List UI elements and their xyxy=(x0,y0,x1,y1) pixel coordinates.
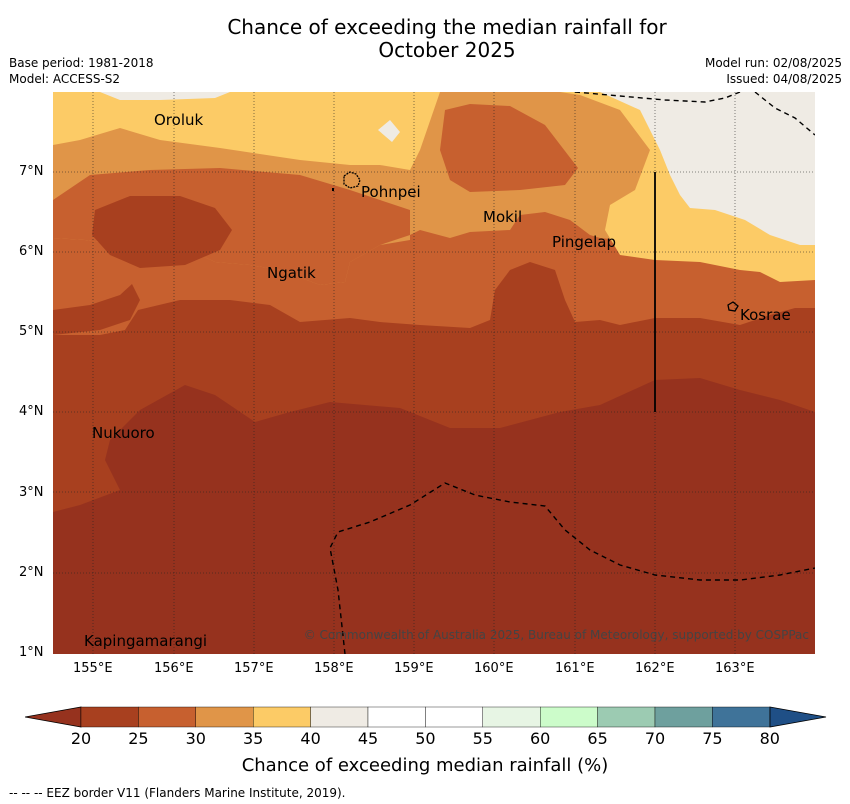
kosrae-island xyxy=(727,301,739,312)
x-tick: 158°E xyxy=(314,661,354,676)
issued-date: Issued: 04/08/2025 xyxy=(726,72,842,86)
rainfall-map xyxy=(53,92,815,654)
colorbar-tick-label: 35 xyxy=(243,729,264,748)
base-period: Base period: 1981-2018 xyxy=(9,56,154,70)
map-title-line2: October 2025 xyxy=(378,38,516,62)
label-mokil: Mokil xyxy=(483,208,523,226)
colorbar-cell xyxy=(80,706,139,728)
model-run: Model run: 02/08/2025 xyxy=(704,56,842,70)
label-oroluk: Oroluk xyxy=(154,111,204,129)
colorbar-tick-label: 75 xyxy=(702,729,723,748)
colorbar-cell xyxy=(367,706,426,728)
graticule xyxy=(53,92,815,654)
colorbar-cell xyxy=(597,706,656,728)
zone-20-25-left-strip xyxy=(53,284,140,335)
label-kosrae: Kosrae xyxy=(740,306,791,324)
colorbar-tick-label: 30 xyxy=(185,729,206,748)
zone-35-40-north xyxy=(53,92,440,170)
model-name: Model: ACCESS-S2 xyxy=(9,72,121,86)
colorbar-tick-label: 45 xyxy=(357,729,379,748)
x-tick: 157°E xyxy=(234,661,274,676)
colorbar-tick-label: 65 xyxy=(587,729,608,748)
map-title-line1: Chance of exceeding the median rainfall … xyxy=(227,15,667,39)
copyright-text: © Commonwealth of Australia 2025, Bureau… xyxy=(303,628,809,642)
atoll-mark xyxy=(332,188,334,191)
colorbar-tick-label: 55 xyxy=(472,729,493,748)
colorbar-cell xyxy=(310,706,369,728)
colorbar-cell xyxy=(712,706,771,728)
label-ngatik: Ngatik xyxy=(267,264,316,282)
eez-border xyxy=(329,92,815,654)
y-tick: 5°N xyxy=(19,324,44,339)
colorbar-cell xyxy=(195,706,254,728)
zone-40-45-east xyxy=(600,92,815,245)
y-tick: 7°N xyxy=(19,164,44,179)
colorbar-over-arrow xyxy=(769,706,827,728)
colorbar-cell xyxy=(252,706,311,728)
x-tick: 162°E xyxy=(635,661,675,676)
label-pohnpei: Pohnpei xyxy=(361,183,421,201)
x-tick: 160°E xyxy=(474,661,514,676)
colorbar-tick-label: 40 xyxy=(300,729,321,748)
colorbar-cell xyxy=(654,706,713,728)
colorbar-tick-label: 25 xyxy=(128,729,149,748)
zone-40-45-patch xyxy=(378,120,400,142)
label-nukuoro: Nukuoro xyxy=(92,424,155,442)
label-pingelap: Pingelap xyxy=(552,233,617,251)
colorbar-title: Chance of exceeding median rainfall (%) xyxy=(241,755,609,776)
colorbar-cell xyxy=(540,706,598,728)
colorbar xyxy=(25,706,827,728)
x-tick: 161°E xyxy=(555,661,595,676)
colorbar-under-arrow xyxy=(25,706,82,728)
y-tick: 4°N xyxy=(19,404,44,419)
colorbar-tick-label: 20 xyxy=(70,729,92,748)
zone-40-45-north xyxy=(100,92,230,100)
y-tick: 1°N xyxy=(19,645,44,660)
colorbar-cells xyxy=(80,706,771,728)
x-tick: 163°E xyxy=(715,661,755,676)
x-tick: 159°E xyxy=(394,661,434,676)
y-tick: 2°N xyxy=(19,565,44,580)
x-tick: 155°E xyxy=(73,661,113,676)
colorbar-tick-label: 50 xyxy=(415,729,436,748)
x-tick: 156°E xyxy=(154,661,194,676)
colorbar-tick-label: 80 xyxy=(759,729,780,748)
y-tick: 3°N xyxy=(19,485,44,500)
label-kapingamarangi: Kapingamarangi xyxy=(84,632,208,650)
colorbar-tick-label: 70 xyxy=(644,729,666,748)
colorbar-cell xyxy=(425,706,483,728)
colorbar-cell xyxy=(482,706,541,728)
zone-25-30-north-blob xyxy=(440,104,578,192)
zone-20-25-left-blob xyxy=(92,196,232,268)
colorbar-cell xyxy=(138,706,197,728)
colorbar-tick-label: 60 xyxy=(530,729,551,748)
y-tick: 6°N xyxy=(19,244,44,259)
eez-footer: -- -- -- EEZ border V11 (Flanders Marine… xyxy=(9,786,346,800)
